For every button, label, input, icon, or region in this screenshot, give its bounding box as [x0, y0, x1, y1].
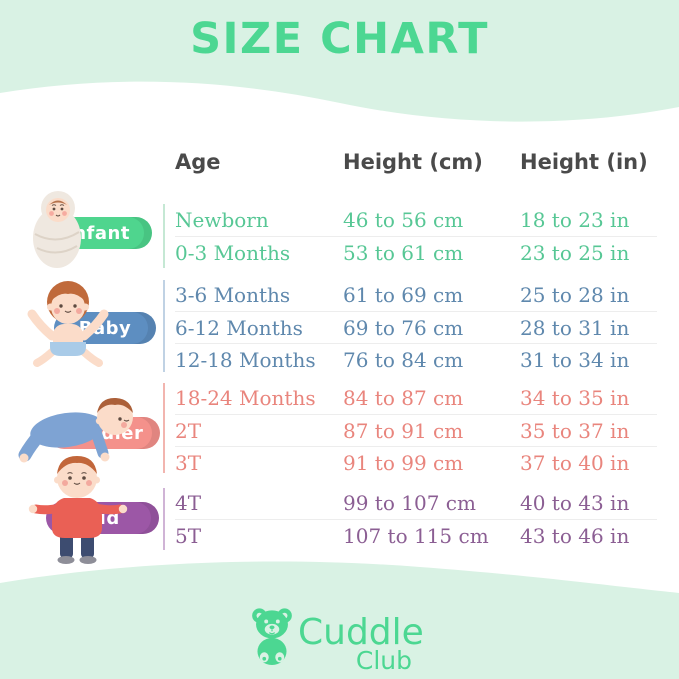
- table-row: 0-3 Months 53 to 61 cm 23 to 25 in: [175, 236, 657, 268]
- table-row: 3-6 Months 61 to 69 cm 25 to 28 in: [175, 279, 657, 311]
- sitting-baby-illustration-icon: [27, 281, 109, 367]
- height-cm-cell: 99 to 107 cm: [343, 491, 476, 515]
- table-row: 12-18 Months 76 to 84 cm 31 to 34 in: [175, 343, 657, 375]
- kid-section: 4T 99 to 107 cm 40 to 43 in 5T 107 to 11…: [175, 487, 657, 551]
- infant-category-label: Infant: [66, 222, 130, 244]
- table-row: 2T 87 to 91 cm 35 to 37 in: [175, 414, 657, 446]
- height-in-cell: 28 to 31 in: [520, 315, 630, 340]
- table-row: Newborn 46 to 56 cm 18 to 23 in: [175, 204, 657, 236]
- table-row: 6-12 Months 69 to 76 cm 28 to 31 in: [175, 311, 657, 343]
- height-in-cell: 23 to 25 in: [520, 240, 630, 265]
- age-cell: 0-3 Months: [175, 240, 291, 265]
- age-cell: 6-12 Months: [175, 315, 303, 340]
- kid-section-divider: [163, 488, 165, 550]
- brand-subname: Club: [355, 646, 412, 675]
- toddler-section-divider: [163, 383, 165, 473]
- baby-section: 3-6 Months 61 to 69 cm 25 to 28 in 6-12 …: [175, 279, 657, 375]
- column-header-height-in: Height (in): [520, 150, 648, 174]
- table-row: 5T 107 to 115 cm 43 to 46 in: [175, 519, 657, 551]
- age-cell: 3T: [175, 450, 202, 475]
- crawling-toddler-illustration-icon: [18, 397, 133, 463]
- infant-section-divider: [163, 204, 165, 268]
- table-row: 4T 99 to 107 cm 40 to 43 in: [175, 487, 657, 519]
- age-cell: Newborn: [175, 208, 269, 232]
- height-in-cell: 40 to 43 in: [520, 491, 630, 515]
- height-in-cell: 43 to 46 in: [520, 523, 630, 548]
- age-cell: 12-18 Months: [175, 347, 316, 372]
- height-in-cell: 25 to 28 in: [520, 283, 630, 307]
- height-cm-cell: 91 to 99 cm: [343, 450, 464, 475]
- age-cell: 5T: [175, 523, 202, 548]
- infant-section: Newborn 46 to 56 cm 18 to 23 in 0-3 Mont…: [175, 204, 657, 268]
- table-header-row: Age Height (cm) Height (in): [175, 150, 657, 174]
- table-row: 3T 91 to 99 cm 37 to 40 in: [175, 446, 657, 478]
- bottom-wave-decoration: [0, 561, 679, 679]
- standing-kid-illustration-icon: [28, 456, 128, 564]
- age-cell: 3-6 Months: [175, 283, 291, 307]
- height-cm-cell: 84 to 87 cm: [343, 386, 464, 410]
- height-in-cell: 31 to 34 in: [520, 347, 630, 372]
- age-cell: 18-24 Months: [175, 386, 316, 410]
- height-in-cell: 37 to 40 in: [520, 450, 630, 475]
- height-cm-cell: 69 to 76 cm: [343, 315, 464, 340]
- teddy-bear-icon: [252, 608, 292, 666]
- age-cell: 2T: [175, 418, 202, 443]
- height-in-cell: 18 to 23 in: [520, 208, 630, 232]
- column-header-age: Age: [175, 150, 221, 174]
- top-wave-decoration: [0, 0, 679, 122]
- height-cm-cell: 107 to 115 cm: [343, 523, 489, 548]
- brand-name: Cuddle: [298, 612, 424, 653]
- height-in-cell: 34 to 35 in: [520, 386, 630, 410]
- height-cm-cell: 61 to 69 cm: [343, 283, 464, 307]
- column-header-height-cm: Height (cm): [343, 150, 483, 174]
- toddler-section: 18-24 Months 84 to 87 cm 34 to 35 in 2T …: [175, 382, 657, 478]
- table-row: 18-24 Months 84 to 87 cm 34 to 35 in: [175, 382, 657, 414]
- height-in-cell: 35 to 37 in: [520, 418, 630, 443]
- age-cell: 4T: [175, 491, 202, 515]
- height-cm-cell: 87 to 91 cm: [343, 418, 464, 443]
- height-cm-cell: 46 to 56 cm: [343, 208, 464, 232]
- baby-section-divider: [163, 280, 165, 372]
- height-cm-cell: 76 to 84 cm: [343, 347, 464, 372]
- height-cm-cell: 53 to 61 cm: [343, 240, 464, 265]
- page-title: SIZE CHART: [190, 14, 489, 64]
- swaddled-baby-illustration-icon: [33, 191, 81, 268]
